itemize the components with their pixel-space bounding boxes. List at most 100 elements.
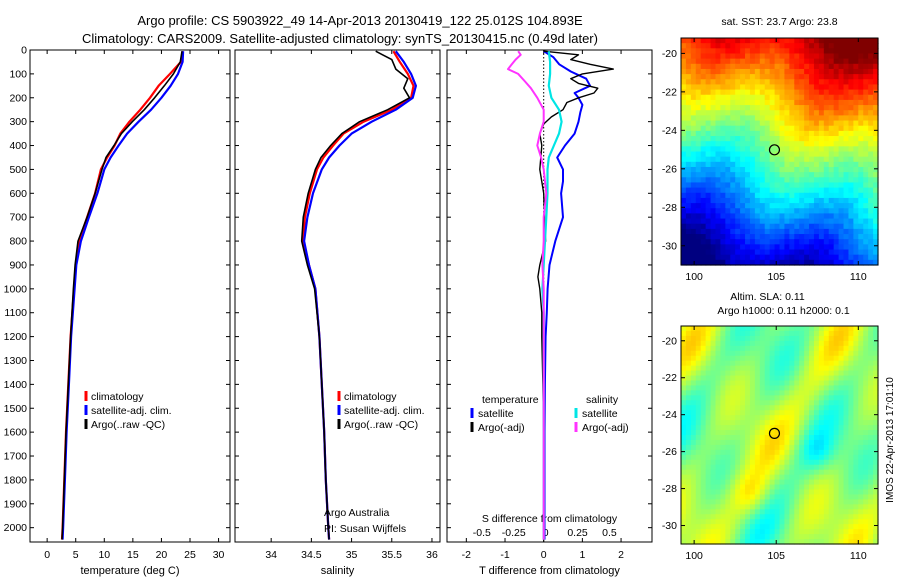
map-cell [759, 365, 766, 372]
map-cell [833, 161, 840, 168]
map-cell [710, 464, 717, 471]
map-cell [804, 120, 810, 127]
map-cell [769, 350, 776, 357]
map-cell [799, 254, 805, 261]
map-cell [873, 395, 879, 401]
map-cell [769, 534, 776, 540]
map-cell [764, 68, 771, 75]
map-cell [789, 79, 795, 86]
map-cell [774, 172, 781, 178]
map-cell [868, 197, 874, 204]
map-cell [720, 395, 726, 401]
map-cell [759, 125, 766, 132]
map-cell [754, 208, 761, 215]
map-cell [828, 197, 835, 204]
map-cell [754, 79, 761, 86]
map-cell [754, 494, 761, 500]
map-cell [779, 110, 786, 116]
map-cell [745, 156, 751, 163]
map-cell [681, 420, 687, 426]
map-cell [833, 494, 840, 500]
map-cell [863, 48, 869, 55]
map-cell [868, 244, 874, 251]
map-cell [813, 355, 820, 362]
map-cell [784, 405, 790, 411]
map-cell [749, 244, 756, 251]
map-cell [799, 94, 805, 101]
map-cell [745, 454, 751, 461]
map-cell [749, 125, 756, 132]
map-cell [749, 130, 756, 137]
map-cell [769, 380, 776, 387]
map-cell [725, 130, 731, 137]
map-cell [715, 345, 721, 352]
map-cell [769, 99, 776, 106]
map-cell [710, 494, 717, 500]
map-cell [681, 395, 687, 401]
map-cell [685, 365, 692, 372]
map-cell [754, 330, 761, 337]
map-cell [735, 519, 741, 525]
map-cell [715, 79, 721, 86]
map-cell [813, 454, 820, 461]
map-cell [828, 464, 835, 471]
map-cell [828, 430, 835, 436]
map-cell [838, 479, 845, 486]
map-cell [868, 58, 874, 65]
map-cell [705, 197, 712, 204]
map-cell [710, 203, 717, 209]
map-cell [779, 197, 786, 204]
map-cell [813, 254, 820, 261]
map-cell [873, 63, 879, 70]
map-cell [769, 53, 776, 60]
map-cell [700, 449, 707, 456]
map-cell [794, 166, 800, 173]
map-cell [794, 254, 800, 261]
map-cell [730, 197, 736, 204]
map-cell [823, 444, 830, 451]
x-tick-label: 25 [184, 549, 196, 561]
map-cell [730, 420, 736, 426]
map-cell [754, 84, 761, 91]
map-cell [710, 99, 717, 106]
map-cell [873, 509, 879, 515]
map-cell [794, 177, 800, 184]
map-cell [735, 141, 741, 147]
map-cell [794, 335, 800, 342]
map-cell [804, 430, 810, 436]
map-cell [823, 415, 830, 421]
map-cell [838, 136, 845, 142]
map-cell [818, 228, 825, 235]
map-cell [754, 151, 761, 158]
map-cell [794, 430, 800, 436]
map-cell [863, 375, 869, 382]
map-cell [759, 524, 766, 530]
map-cell [804, 53, 810, 60]
map-cell [759, 355, 766, 362]
map-cell [774, 420, 781, 426]
map-cell [754, 146, 761, 153]
y-tick-label: 200 [9, 92, 27, 104]
map-cell [828, 350, 835, 357]
map-cell [784, 529, 790, 535]
map-cell [848, 345, 854, 352]
map-cell [720, 43, 726, 49]
map-cell [784, 425, 790, 431]
map-cell [695, 187, 702, 194]
map-cell [853, 534, 859, 540]
map-cell [784, 459, 790, 466]
map-cell [740, 449, 746, 456]
map-cell [853, 187, 859, 194]
map-cell [873, 380, 879, 387]
map-cell [789, 405, 795, 411]
map-cell [681, 390, 687, 396]
map-cell [838, 197, 845, 204]
map-cell [784, 395, 790, 401]
map-cell [754, 509, 761, 515]
map-cell [848, 48, 854, 55]
map-cell [749, 120, 756, 127]
map-cell [813, 213, 820, 220]
map-cell [804, 365, 810, 372]
map-cell [853, 479, 859, 486]
map-cell [735, 484, 741, 491]
